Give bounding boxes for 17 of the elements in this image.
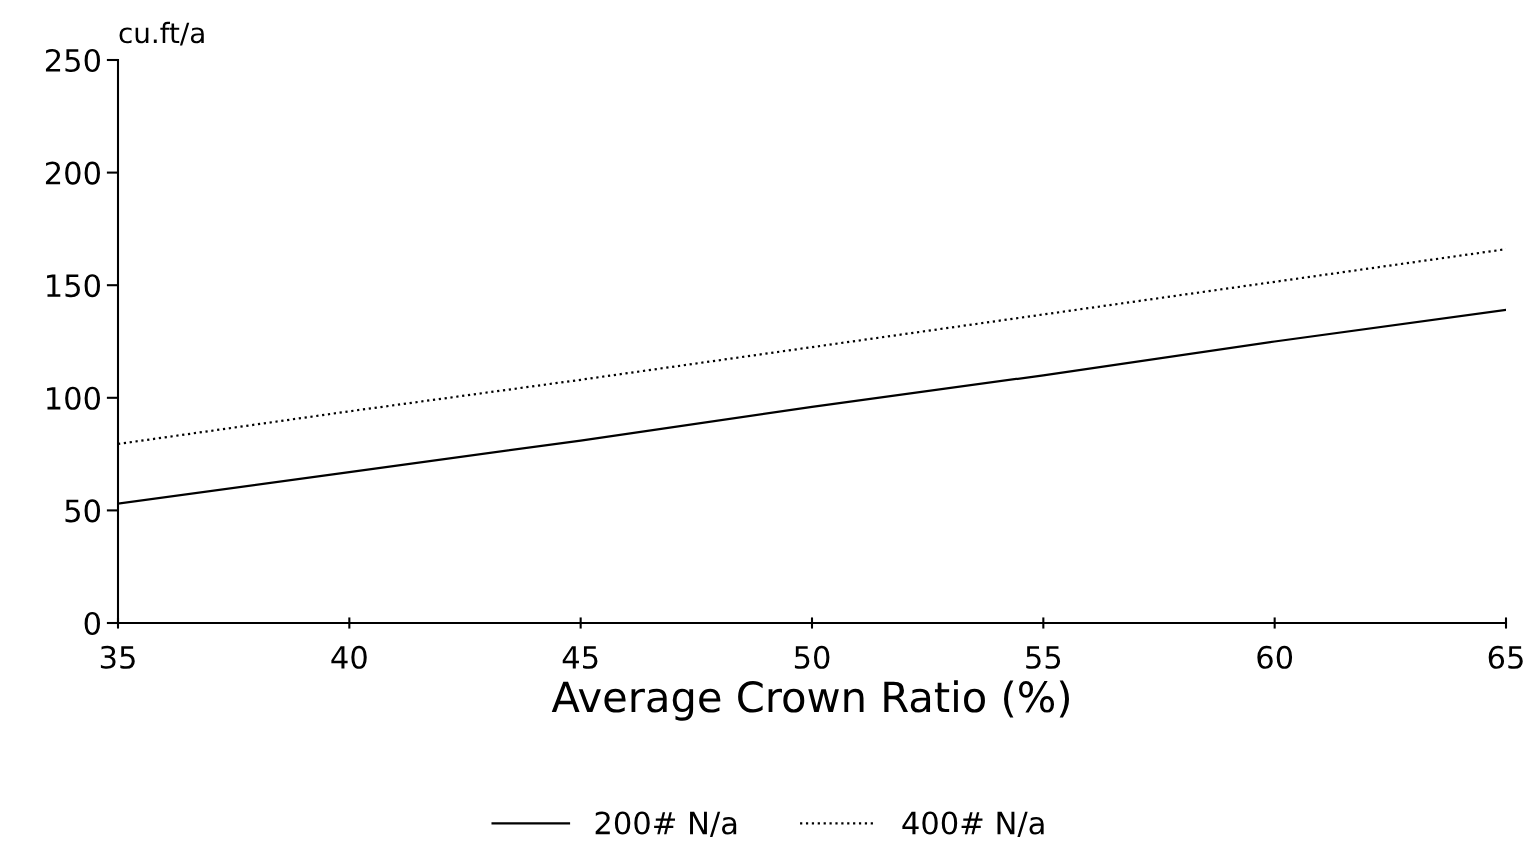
x-tick-label: 60 xyxy=(1257,645,1293,669)
legend-label: 200# N/a xyxy=(595,811,737,837)
y-tick-label: 50 xyxy=(65,499,100,523)
y-tick-label: 200 xyxy=(45,161,100,185)
legend-label: 400# N/a xyxy=(902,811,1044,837)
y-tick-label: 100 xyxy=(47,386,100,410)
x-tick-label: 65 xyxy=(1488,645,1523,669)
x-tick-label: 40 xyxy=(331,645,367,669)
y-tick-label: 250 xyxy=(45,48,100,73)
x-tick-label: 55 xyxy=(1026,646,1061,669)
y-axis-title: cu.ft/a xyxy=(119,21,204,46)
x-tick-label: 50 xyxy=(794,645,830,669)
x-tick-label: 45 xyxy=(562,646,598,669)
x-tick-label: 35 xyxy=(100,645,135,669)
x-axis-title: Average Crown Ratio (%) xyxy=(551,680,1069,721)
y-tick-label: 150 xyxy=(47,274,100,298)
y-tick-label: 0 xyxy=(84,611,100,636)
